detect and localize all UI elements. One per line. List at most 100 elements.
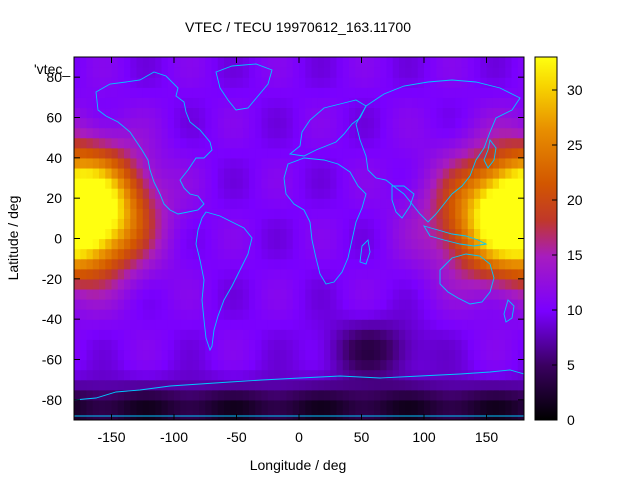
heatmap-cell <box>249 369 256 381</box>
heatmap-cell <box>199 67 206 78</box>
heatmap-cell <box>374 369 381 381</box>
heatmap-cell <box>261 208 269 219</box>
heatmap-cell <box>186 228 194 240</box>
heatmap-cell <box>399 228 406 240</box>
heatmap-cell <box>355 319 363 330</box>
heatmap-cell <box>236 178 244 189</box>
heatmap-cell <box>261 57 269 68</box>
heatmap-cell <box>436 67 444 78</box>
heatmap-cell <box>374 137 381 149</box>
heatmap-cell <box>155 97 163 109</box>
heatmap-cell <box>274 208 281 219</box>
heatmap-cell <box>286 117 294 129</box>
heatmap-cell <box>367 288 375 300</box>
heatmap-cell <box>167 147 175 159</box>
heatmap-cell <box>130 117 138 129</box>
heatmap-cell <box>105 117 113 129</box>
heatmap-cell <box>505 299 513 310</box>
heatmap-cell <box>180 77 188 88</box>
heatmap-cell <box>386 188 394 199</box>
heatmap-cell <box>480 278 488 290</box>
heatmap-cell <box>130 309 138 320</box>
heatmap-cell <box>511 137 519 149</box>
heatmap-cell <box>192 117 200 129</box>
heatmap-cell <box>436 198 444 209</box>
heatmap-cell <box>267 359 275 371</box>
heatmap-cell <box>255 339 263 351</box>
heatmap-cell <box>236 288 244 300</box>
heatmap-cell <box>286 278 294 290</box>
heatmap-cell <box>186 147 194 159</box>
heatmap-cell <box>192 339 200 351</box>
heatmap-cell <box>130 409 138 420</box>
heatmap-cell <box>317 238 325 250</box>
coastlines-overlay <box>74 63 524 417</box>
heatmap-cell <box>424 198 431 209</box>
heatmap-cell <box>136 359 144 371</box>
heatmap-cell <box>392 389 400 401</box>
heatmap-cell <box>255 329 263 340</box>
heatmap-cell <box>192 127 200 139</box>
heatmap-cell <box>361 309 369 320</box>
heatmap-cell <box>261 349 269 361</box>
heatmap-cell <box>424 87 431 98</box>
heatmap-cell <box>461 57 469 68</box>
heatmap-cell <box>442 167 450 179</box>
heatmap-cell <box>217 77 225 88</box>
heatmap-cell <box>417 127 425 139</box>
heatmap-cell <box>86 299 94 310</box>
heatmap-cell <box>74 379 81 391</box>
heatmap-cell <box>517 97 524 109</box>
heatmap-cell <box>105 228 113 240</box>
heatmap-cell <box>336 349 344 361</box>
heatmap-cell <box>180 409 188 420</box>
heatmap-cell <box>174 268 181 280</box>
heatmap-cell <box>174 97 181 109</box>
heatmap-cell <box>474 319 481 330</box>
heatmap-cell <box>405 309 413 320</box>
heatmap-cell <box>436 288 444 300</box>
heatmap-cell <box>436 137 444 149</box>
heatmap-cell <box>317 349 325 361</box>
heatmap-cell <box>392 127 400 139</box>
heatmap-cell <box>236 157 244 169</box>
heatmap-cell <box>349 188 356 199</box>
heatmap-cell <box>367 339 375 351</box>
heatmap-cell <box>424 258 431 270</box>
heatmap-cell <box>499 137 506 149</box>
heatmap-cell <box>417 299 425 310</box>
heatmap-cell <box>474 127 481 139</box>
heatmap-cell <box>80 147 88 159</box>
heatmap-cell <box>449 369 456 381</box>
heatmap-cell <box>505 409 513 420</box>
heatmap-cell <box>405 299 413 310</box>
heatmap-cell <box>386 359 394 371</box>
heatmap-cell <box>336 339 344 351</box>
heatmap-cell <box>474 57 481 68</box>
heatmap-cell <box>455 349 463 361</box>
heatmap-cell <box>436 238 444 250</box>
heatmap-cell <box>430 188 438 199</box>
heatmap-cell <box>142 349 150 361</box>
heatmap-cell <box>192 188 200 199</box>
heatmap-cell <box>430 359 438 371</box>
heatmap-cell <box>392 137 400 149</box>
heatmap-cell <box>374 238 381 250</box>
heatmap-cell <box>349 329 356 340</box>
x-axis-label: Longitude / deg <box>250 457 347 473</box>
heatmap-cell <box>380 57 388 68</box>
heatmap-cell <box>442 57 450 68</box>
heatmap-cell <box>274 67 281 78</box>
heatmap-cell <box>292 147 300 159</box>
heatmap-cell <box>224 248 231 260</box>
heatmap-cell <box>230 97 238 109</box>
heatmap-cell <box>130 288 138 300</box>
heatmap-cell <box>186 359 194 371</box>
heatmap-cell <box>261 409 269 420</box>
heatmap-cell <box>405 67 413 78</box>
heatmap-cell <box>124 157 131 169</box>
heatmap-cell <box>299 107 306 119</box>
heatmap-cell <box>424 349 431 361</box>
heatmap-cell <box>349 218 356 230</box>
heatmap-cell <box>399 97 406 109</box>
